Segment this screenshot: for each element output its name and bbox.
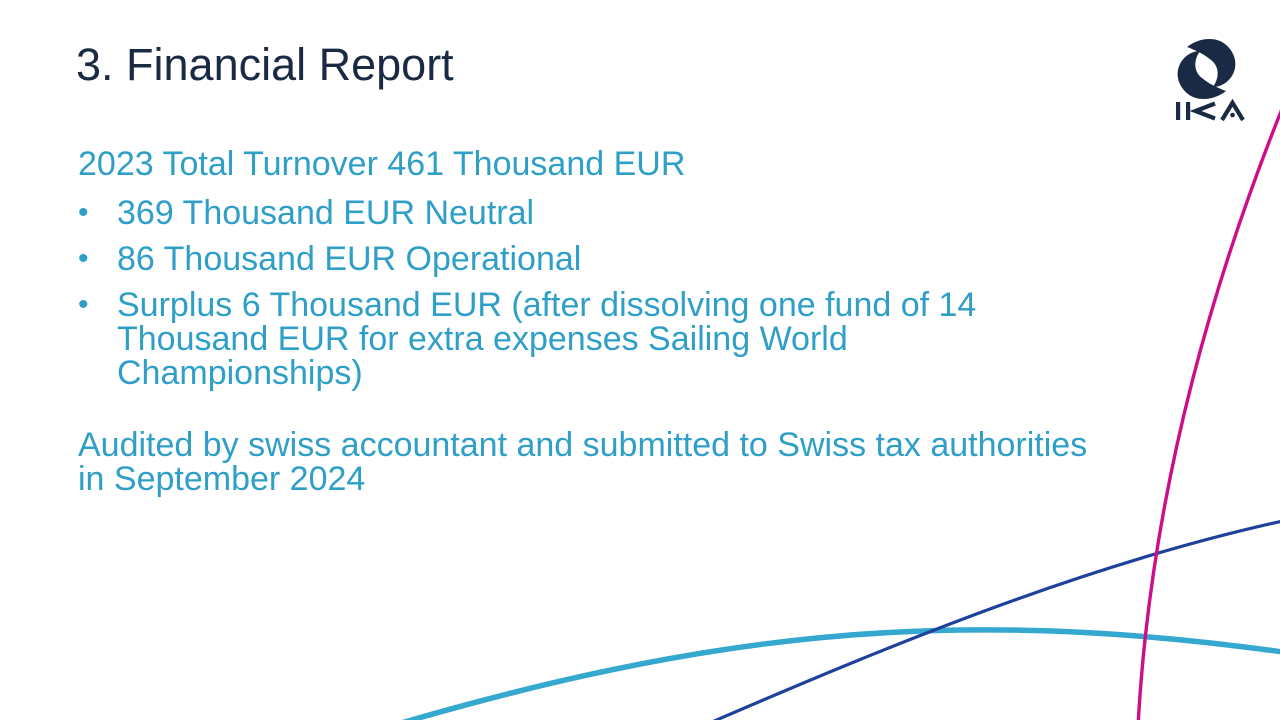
logo-swirl-bottom	[1177, 51, 1226, 100]
curve-magenta	[1136, 109, 1280, 720]
slide-title: 3. Financial Report	[76, 39, 454, 90]
curve-navy	[712, 520, 1280, 720]
bullet-text: 86 Thousand EUR Operational	[117, 240, 582, 278]
ika-logo-mark	[1176, 38, 1245, 122]
bullet-marker: •	[78, 242, 89, 275]
bullet-marker: •	[78, 288, 89, 321]
bullet-text: Surplus 6 Thousand EUR (after dissolving…	[117, 286, 977, 392]
slide-body: 2023 Total Turnover 461 Thousand EUR • 3…	[78, 147, 1102, 496]
ika-logo: IKA	[1168, 36, 1252, 128]
audit-note: Audited by swiss accountant and submitte…	[78, 426, 1088, 498]
logo-letter-k-bar	[1186, 102, 1191, 120]
logo-letter-i	[1176, 102, 1181, 120]
bullet-item: • 369 Thousand EUR Neutral	[78, 196, 1102, 230]
bullet-item: • Surplus 6 Thousand EUR (after dissolvi…	[78, 288, 1102, 390]
logo-letter-a-dot	[1230, 112, 1235, 118]
bullet-item: • 86 Thousand EUR Operational	[78, 242, 1102, 276]
logo-letter-k-chevron	[1189, 101, 1216, 121]
logo-letter-a	[1220, 98, 1245, 122]
logo-swirl-top	[1187, 38, 1236, 87]
bullet-marker: •	[78, 196, 89, 229]
bullet-text: 369 Thousand EUR Neutral	[117, 194, 535, 232]
intro-line: 2023 Total Turnover 461 Thousand EUR	[78, 145, 686, 183]
